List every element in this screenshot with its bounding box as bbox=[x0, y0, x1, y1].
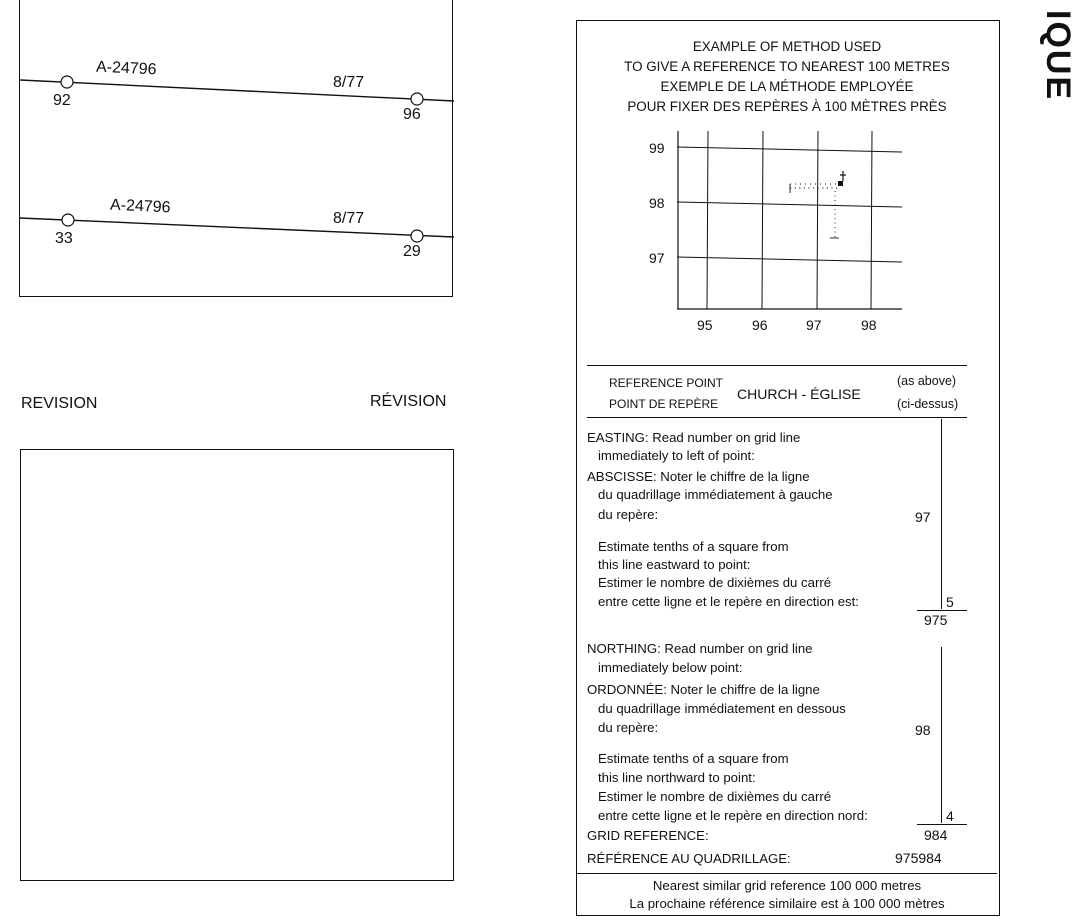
title-line-1: EXAMPLE OF METHOD USED bbox=[692, 39, 882, 54]
grid-h-97 bbox=[676, 256, 903, 263]
northing-tenths: 4 bbox=[946, 808, 954, 824]
northing-l8: Estimer le nombre de dixièmes du carré bbox=[598, 789, 832, 804]
footer-rule bbox=[577, 873, 997, 874]
y-label-97: 97 bbox=[649, 250, 665, 266]
easting-value: 97 bbox=[915, 509, 931, 525]
church-symbol bbox=[838, 181, 843, 186]
northing-l6: Estimate tenths of a square from bbox=[598, 751, 789, 766]
line1-right-point: 96 bbox=[403, 106, 421, 123]
side-title-fragment: IQUE bbox=[1039, 10, 1075, 102]
northing-l4: du quadrillage immédiatement en dessous bbox=[598, 701, 846, 716]
ref-point-fr: POINT DE REPÈRE bbox=[609, 397, 719, 411]
line1-date: 8/77 bbox=[333, 74, 365, 91]
revision-label-en: REVISION bbox=[21, 395, 98, 412]
survey-point-92 bbox=[60, 75, 74, 89]
easting-l8: Estimer le nombre de dixièmes du carré bbox=[598, 575, 832, 590]
survey-point-29 bbox=[410, 229, 424, 243]
grid-reference-panel: EXAMPLE OF METHOD USED TO GIVE A REFEREN… bbox=[576, 20, 1000, 916]
example-title: EXAMPLE OF METHOD USED TO GIVE A REFEREN… bbox=[577, 37, 997, 117]
x-label-95: 95 bbox=[697, 317, 713, 333]
line1-left-point: 92 bbox=[53, 92, 71, 109]
x-label-96: 96 bbox=[752, 317, 768, 333]
x-label-98: 98 bbox=[861, 317, 877, 333]
grid-v-96 bbox=[761, 131, 764, 310]
grid-v-97 bbox=[816, 131, 819, 310]
northing-l7: this line northward to point: bbox=[598, 770, 756, 785]
line2-id: A-24796 bbox=[109, 196, 171, 217]
line1-id: A-24796 bbox=[95, 58, 157, 79]
revision-box bbox=[20, 449, 454, 881]
title-line-4: POUR FIXER DES REPÈRES À 100 MÈTRES PRÈS bbox=[627, 99, 947, 114]
footer-text: Nearest similar grid reference 100 000 m… bbox=[577, 877, 997, 913]
survey-lines-box: 401 A-24796 8/77 92 96 A-24796 8/77 33 2… bbox=[19, 0, 454, 297]
line2-right-point: 29 bbox=[403, 243, 421, 260]
survey-point-96 bbox=[410, 92, 424, 106]
church-label: CHURCH - ÉGLISE bbox=[737, 386, 861, 402]
easting-l4: du quadrillage immédiatement à gauche bbox=[598, 487, 833, 502]
line2-left-point: 33 bbox=[55, 230, 73, 247]
northing-vertical-rule bbox=[941, 647, 942, 823]
y-label-99: 99 bbox=[649, 140, 665, 156]
grid-reference-label-fr: RÉFÉRENCE AU QUADRILLAGE: bbox=[587, 851, 791, 866]
northing-l5: du repère: bbox=[598, 720, 659, 735]
survey-line-1 bbox=[20, 79, 454, 102]
easting-tenths: 5 bbox=[946, 594, 954, 610]
northing-l9: entre cette ligne et le repère en direct… bbox=[598, 808, 868, 823]
title-line-2: TO GIVE A REFERENCE TO NEAREST 100 METRE… bbox=[624, 59, 950, 74]
header-rule-bottom bbox=[587, 417, 967, 418]
title-line-3: EXEMPLE DE LA MÉTHODE EMPLOYÉE bbox=[660, 79, 914, 94]
northing-l1: NORTHING: Read number on grid line bbox=[587, 641, 813, 656]
grid-h-99 bbox=[676, 146, 903, 153]
easting-l5: du repère: bbox=[598, 507, 659, 522]
northing-l3: ORDONNÉE: Noter le chiffre de la ligne bbox=[587, 682, 820, 697]
grid-h-98 bbox=[676, 201, 903, 208]
northing-sum-rule bbox=[917, 824, 967, 825]
footer-line-fr: La prochaine référence similaire est à 1… bbox=[629, 896, 945, 911]
northing-l2: immediately below point: bbox=[598, 660, 743, 675]
footer-line-en: Nearest similar grid reference 100 000 m… bbox=[652, 878, 922, 893]
easting-sum-rule bbox=[917, 610, 967, 611]
easting-l6: Estimate tenths of a square from bbox=[598, 539, 789, 554]
grid-reference-label-en: GRID REFERENCE: bbox=[587, 828, 709, 843]
ci-dessus-label: (ci-dessus) bbox=[897, 397, 959, 411]
easting-l9: entre cette ligne et le repère en direct… bbox=[598, 594, 859, 609]
grid-v-98 bbox=[870, 131, 873, 310]
header-rule-top bbox=[587, 365, 967, 366]
easting-l7: this line eastward to point: bbox=[598, 557, 751, 572]
as-above-label: (as above) bbox=[897, 374, 957, 388]
easting-vertical-rule bbox=[941, 419, 942, 609]
revision-label-fr: RÉVISION bbox=[370, 393, 447, 410]
grid-v-95 bbox=[706, 131, 709, 310]
northing-value: 98 bbox=[915, 722, 931, 738]
survey-lines-svg bbox=[20, 75, 454, 243]
grid-reference-value: 975984 bbox=[895, 850, 942, 866]
easting-total: 975 bbox=[924, 612, 948, 628]
easting-l2: immediately to left of point: bbox=[598, 448, 755, 463]
line2-date: 8/77 bbox=[333, 210, 365, 227]
easting-l3: ABSCISSE: Noter le chiffre de la ligne bbox=[587, 469, 810, 484]
x-label-97: 97 bbox=[806, 317, 822, 333]
ref-point-en: REFERENCE POINT bbox=[609, 376, 724, 390]
fragment-label: 401 bbox=[232, 0, 259, 2]
northing-total: 984 bbox=[924, 827, 948, 843]
easting-l1: EASTING: Read number on grid line bbox=[587, 430, 801, 445]
y-label-98: 98 bbox=[649, 195, 665, 211]
survey-line-2 bbox=[20, 217, 454, 238]
survey-point-33 bbox=[61, 213, 75, 227]
grid-diagram bbox=[676, 131, 903, 310]
